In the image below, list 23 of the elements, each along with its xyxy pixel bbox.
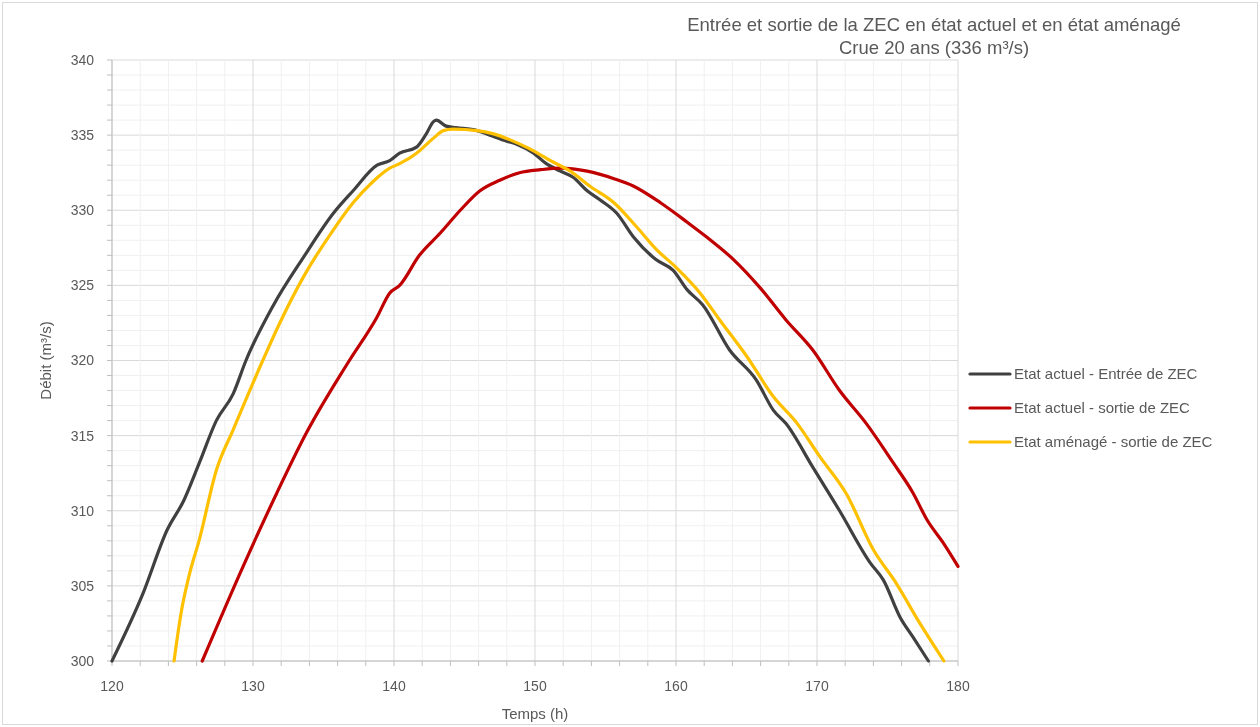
chart-subtitle: Crue 20 ans (336 m³/s)	[838, 37, 1030, 58]
x-tick-label: 170	[805, 677, 829, 694]
x-tick-label: 120	[100, 677, 124, 694]
x-axis-title: Temps (h)	[501, 705, 569, 723]
legend-label: Etat aménagé - sortie de ZEC	[1014, 433, 1213, 451]
y-axis-title: Débit (m³/s)	[37, 321, 55, 400]
y-tick-label: 340	[70, 51, 95, 68]
x-tick-label: 140	[382, 677, 406, 694]
chart-title: Entrée et sortie de la ZEC en état actuel et en état aménagé	[687, 14, 1181, 35]
y-tick-label: 325	[70, 277, 95, 294]
x-tick-label: 150	[523, 677, 547, 694]
y-tick-label: 320	[70, 352, 95, 369]
y-tick-label: 305	[70, 577, 95, 594]
y-tick-label: 335	[70, 127, 95, 144]
y-tick-label: 310	[70, 502, 95, 519]
legend-label: Etat actuel - Entrée de ZEC	[1014, 365, 1198, 383]
y-tick-label: 300	[70, 652, 95, 669]
legend-label: Etat actuel - sortie de ZEC	[1014, 399, 1191, 417]
y-tick-label: 315	[70, 427, 95, 444]
y-tick-label: 330	[70, 202, 95, 219]
x-tick-label: 130	[241, 677, 265, 694]
x-tick-label: 180	[946, 677, 970, 694]
x-tick-label: 160	[664, 677, 688, 694]
